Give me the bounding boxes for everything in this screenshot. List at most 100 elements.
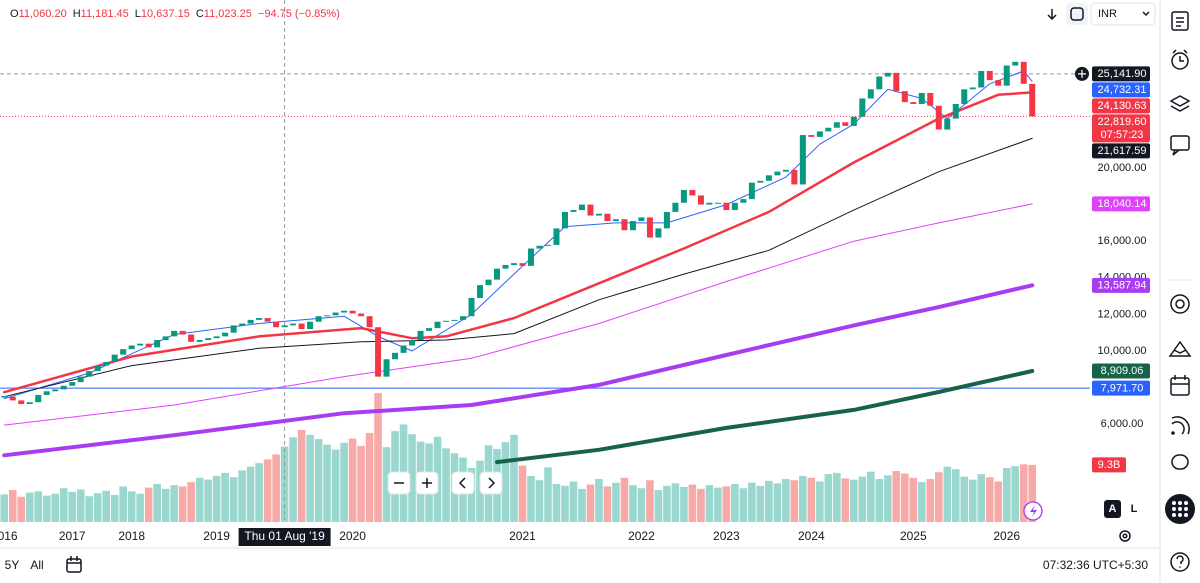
volume-bar	[102, 490, 110, 522]
ideas-button[interactable]	[1168, 340, 1192, 357]
candle	[774, 171, 781, 176]
range-button[interactable]: All	[30, 558, 43, 572]
volume-bar	[535, 480, 544, 522]
candle	[434, 321, 441, 329]
candle	[629, 221, 636, 231]
candle	[944, 118, 951, 130]
candle	[162, 336, 169, 341]
volume-bar	[680, 487, 688, 522]
candle	[485, 279, 492, 286]
moving-average-line	[3, 203, 1033, 426]
scroll-right-button[interactable]	[479, 471, 503, 495]
settings-button[interactable]	[1119, 530, 1131, 542]
fullscreen-button[interactable]	[1066, 3, 1088, 25]
candle	[680, 189, 687, 203]
volume-bar	[85, 496, 94, 522]
candle	[757, 180, 764, 183]
help-chat-button[interactable]	[1171, 454, 1189, 470]
volume-bar	[178, 486, 187, 522]
volume-bar	[348, 438, 357, 522]
chat-button[interactable]	[1170, 135, 1190, 156]
volume-bar	[841, 478, 850, 522]
target-button[interactable]	[1170, 294, 1190, 314]
clock: 07:32:36 UTC+5:30	[1043, 558, 1148, 572]
volume-bar	[382, 447, 391, 522]
candle	[578, 204, 585, 211]
price-badge	[1092, 363, 1150, 379]
watchlist-button[interactable]	[1171, 11, 1189, 31]
candle	[655, 228, 662, 238]
scroll-left-button[interactable]	[451, 471, 475, 495]
candle	[222, 332, 229, 337]
price-badge-label: 22,819.60	[1098, 116, 1147, 128]
volume-badge-label: 9.3B	[1098, 459, 1121, 471]
candle	[876, 76, 883, 90]
alerts-button[interactable]	[1171, 49, 1189, 70]
volume-bar	[943, 466, 952, 522]
volume-bar	[136, 493, 144, 522]
candle	[689, 189, 696, 196]
candle	[451, 319, 458, 321]
volume-bar	[510, 434, 518, 522]
stream-button[interactable]	[1171, 416, 1190, 435]
calendar-button[interactable]	[1170, 375, 1190, 396]
volume-bar	[790, 480, 799, 522]
date-range-button[interactable]	[66, 556, 82, 573]
volume-bar	[467, 467, 476, 522]
range-button[interactable]: 5Y	[5, 558, 20, 572]
log-scale-button[interactable]: L	[1131, 503, 1138, 515]
candle	[544, 244, 551, 246]
candle	[239, 323, 246, 326]
candle	[825, 127, 832, 132]
volume-bar	[272, 454, 280, 522]
candle	[663, 211, 670, 229]
auto-scale-button[interactable]: A	[1104, 500, 1121, 518]
candle	[1012, 61, 1019, 66]
volume-bar	[1011, 466, 1020, 522]
volume-bar	[17, 496, 26, 522]
layers-button[interactable]	[1169, 95, 1191, 112]
volume-bar	[127, 491, 136, 522]
candle	[748, 182, 755, 200]
volume-bar	[144, 487, 153, 522]
download-button[interactable]	[1041, 3, 1063, 25]
candle	[782, 169, 789, 172]
volume-bar	[875, 479, 884, 522]
legend-value: 10,637.15	[141, 8, 190, 20]
volume-bar	[612, 482, 620, 522]
candle	[935, 105, 942, 130]
y-tick-label: 10,000.00	[1098, 345, 1147, 357]
candle	[332, 312, 339, 316]
candle	[927, 92, 934, 106]
x-tick-label: 2026	[993, 529, 1020, 543]
legend-key: C	[196, 8, 204, 20]
zoom-out-button[interactable]	[387, 471, 411, 495]
candle	[816, 131, 823, 137]
alert-icon[interactable]	[1023, 501, 1043, 521]
apps-button[interactable]	[1165, 494, 1195, 524]
candle	[383, 359, 390, 377]
candle	[324, 315, 331, 317]
candle	[179, 330, 186, 335]
candle	[510, 263, 517, 265]
candle	[341, 310, 348, 313]
candle	[264, 318, 271, 322]
candle	[621, 219, 628, 231]
axes: 6,000.0010,000.0012,000.0014,000.0016,00…	[0, 66, 1150, 546]
currency-select[interactable]: INR	[1090, 2, 1156, 26]
volume-bar	[340, 442, 348, 522]
candle	[867, 89, 874, 99]
volume-bar	[323, 444, 331, 522]
volume-bar	[221, 472, 229, 522]
x-tick-label: 2017	[59, 529, 86, 543]
help-button[interactable]	[1170, 552, 1190, 572]
y-tick-label: 12,000.00	[1098, 308, 1147, 320]
price-badge	[1092, 277, 1150, 293]
zoom-in-button[interactable]	[415, 471, 439, 495]
volume-bar	[68, 491, 77, 522]
candle	[884, 72, 891, 77]
volume-bar	[917, 482, 926, 522]
candle	[366, 316, 373, 328]
candle	[43, 391, 50, 395]
